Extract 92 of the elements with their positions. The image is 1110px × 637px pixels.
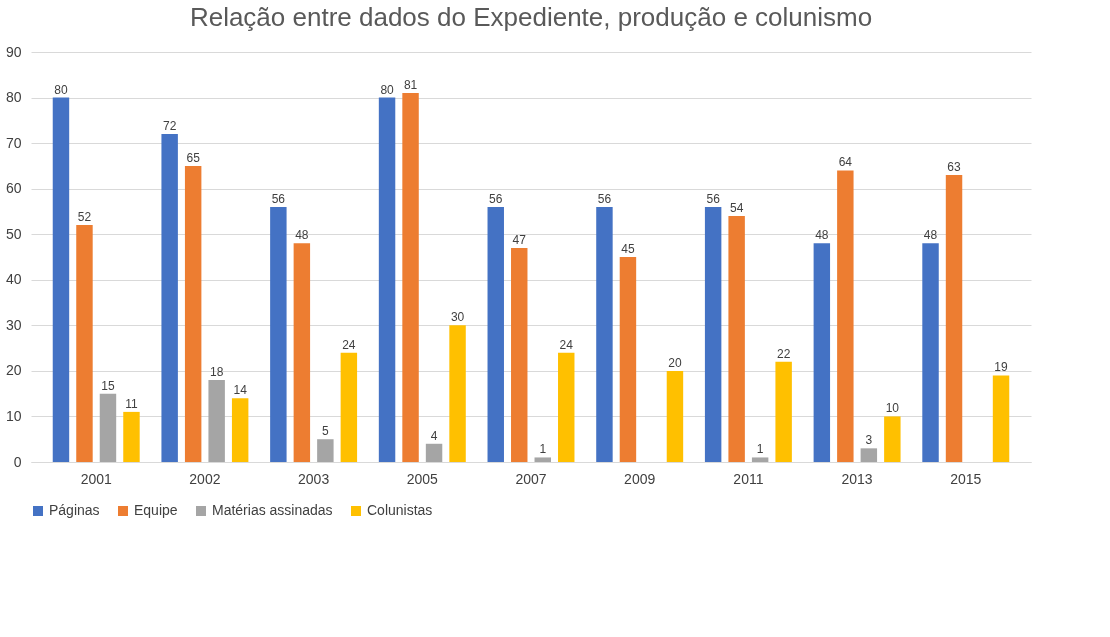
- data-label: 56: [597, 191, 612, 206]
- data-label: 48: [923, 228, 938, 243]
- legend-label: Colunistas: [367, 502, 433, 518]
- bar: [751, 457, 769, 462]
- bar: [293, 243, 311, 462]
- bar: [596, 206, 613, 462]
- bar: [728, 216, 745, 462]
- data-label: 63: [947, 160, 962, 174]
- data-label: 65: [186, 150, 201, 165]
- bar: [666, 370, 684, 462]
- bar: [402, 93, 419, 462]
- data-label: 19: [994, 360, 1009, 375]
- x-tick-label: 2015: [950, 470, 982, 487]
- bar: [184, 165, 202, 462]
- y-tick-label: 20: [5, 362, 22, 379]
- bar: [161, 134, 178, 462]
- y-tick-label: 50: [5, 225, 22, 242]
- data-label: 1: [539, 442, 547, 457]
- data-label: 4: [430, 428, 438, 443]
- bar: [487, 206, 504, 462]
- data-label: 80: [54, 82, 68, 97]
- bar: [99, 393, 117, 462]
- bar: [704, 206, 722, 462]
- data-label: 54: [729, 201, 744, 215]
- data-label: 3: [865, 433, 873, 448]
- x-tick-label: 2001: [80, 470, 112, 487]
- data-label: 10: [885, 401, 900, 416]
- bar: [208, 380, 225, 462]
- y-tick-label: 60: [5, 180, 22, 197]
- bar: [619, 257, 637, 462]
- data-label: 56: [271, 191, 286, 206]
- data-label: 52: [77, 210, 92, 225]
- data-label: 56: [489, 191, 503, 206]
- bar: [425, 443, 443, 462]
- bar: [123, 411, 140, 462]
- data-label: 20: [668, 355, 682, 370]
- bar: [922, 243, 939, 462]
- y-tick-label: 90: [5, 43, 22, 60]
- data-label: 15: [101, 378, 115, 393]
- x-tick-label: 2005: [406, 470, 439, 487]
- data-label: 45: [621, 242, 635, 256]
- bar: [76, 225, 93, 462]
- bar: [813, 243, 831, 462]
- legend-label: Páginas: [49, 502, 100, 518]
- bar: [945, 175, 963, 462]
- data-label: 47: [512, 232, 527, 247]
- bar: [231, 398, 249, 462]
- data-label: 48: [815, 228, 829, 243]
- data-label: 81: [403, 78, 418, 92]
- x-tick-label: 2009: [624, 470, 656, 487]
- x-tick-label: 2011: [733, 470, 764, 487]
- bar: [558, 352, 575, 462]
- bar: [378, 97, 396, 462]
- y-tick-label: 0: [13, 453, 22, 470]
- data-label: 72: [162, 119, 177, 133]
- bar: [52, 97, 70, 462]
- bar: [992, 375, 1010, 462]
- x-tick-label: 2007: [515, 470, 547, 487]
- data-label: 64: [838, 155, 853, 170]
- bar: [449, 325, 466, 462]
- y-tick-label: 80: [5, 89, 22, 106]
- bar: [511, 247, 528, 462]
- data-label: 48: [295, 228, 309, 243]
- bar: [317, 439, 334, 462]
- x-tick-label: 2002: [189, 470, 221, 487]
- data-label: 5: [322, 424, 330, 439]
- data-label: 22: [776, 346, 791, 361]
- data-label: 11: [125, 396, 139, 411]
- chart-title: Relação entre dados do Expediente, produção e colunismo: [189, 2, 873, 32]
- bar: [270, 206, 287, 462]
- bar: [837, 170, 854, 462]
- data-label: 1: [756, 442, 764, 457]
- bar: [340, 352, 358, 462]
- x-tick-label: 2003: [298, 470, 330, 487]
- x-tick-label: 2013: [841, 470, 873, 487]
- bar: [884, 416, 901, 462]
- legend-label: Equipe: [134, 502, 178, 518]
- data-label: 24: [559, 337, 574, 352]
- y-tick-label: 70: [5, 134, 22, 151]
- y-tick-label: 10: [5, 407, 22, 424]
- data-label: 80: [380, 82, 395, 97]
- legend-label: Matérias assinadas: [212, 502, 333, 518]
- data-label: 18: [209, 365, 224, 379]
- data-label: 24: [342, 337, 356, 352]
- data-label: 56: [706, 191, 721, 206]
- y-tick-label: 40: [5, 271, 22, 288]
- data-label: 14: [233, 383, 248, 398]
- bar: [534, 457, 551, 462]
- y-tick-label: 30: [5, 316, 22, 333]
- data-label: 30: [450, 310, 465, 325]
- bar: [860, 448, 878, 462]
- bar: [775, 361, 792, 462]
